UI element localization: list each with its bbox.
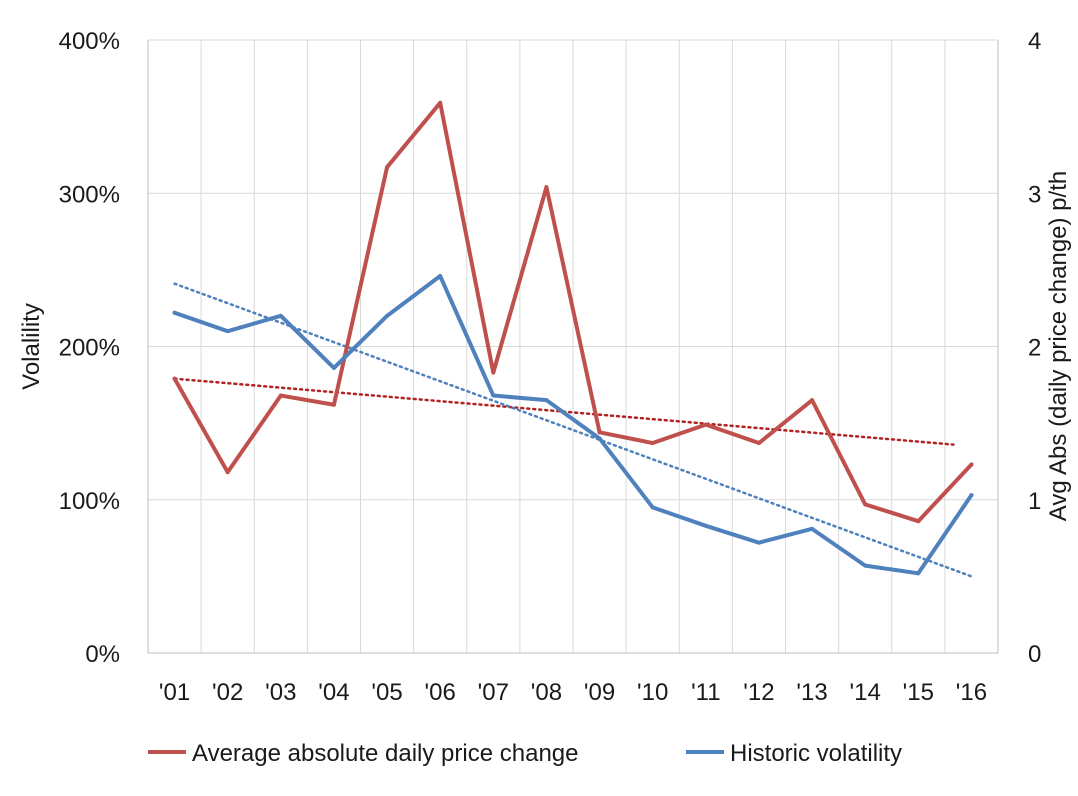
data-point [863, 563, 868, 568]
data-point [385, 165, 390, 170]
right-tick-label: 2 [1028, 335, 1041, 362]
series-line-1 [172, 274, 974, 576]
axes [147, 40, 999, 654]
x-tick-label: '04 [318, 679, 349, 706]
left-tick-label: 200% [59, 335, 120, 362]
data-point [969, 462, 974, 467]
data-point [225, 470, 230, 475]
data-point [756, 441, 761, 446]
left-tick-label: 300% [59, 181, 120, 208]
x-tick-label: '05 [371, 679, 402, 706]
right-axis-title: Avg Abs (daily price change) p/th [1045, 171, 1072, 521]
x-tick-label: '16 [956, 679, 987, 706]
data-point [172, 376, 177, 381]
x-tick-label: '15 [903, 679, 934, 706]
data-point [597, 430, 602, 435]
data-point [172, 310, 177, 315]
axis-labels: 0% 0 100% 1 200% 2 300% 3 400% 4 '01 '02 '03 '04 '05 '0… [18, 28, 1072, 706]
data-point [703, 422, 708, 427]
right-tick-label: 3 [1028, 181, 1041, 208]
x-tick-label: '02 [212, 679, 243, 706]
left-tick-label: 100% [59, 488, 120, 515]
x-tick-label: '14 [850, 679, 881, 706]
data-point [491, 370, 496, 375]
data-point [703, 523, 708, 528]
x-tick-label: '07 [478, 679, 509, 706]
data-point [225, 329, 230, 334]
left-tick-label: 0% [85, 641, 120, 668]
series-lines [172, 100, 974, 576]
data-point [544, 185, 549, 190]
trendline-1 [173, 282, 973, 578]
data-point [916, 519, 921, 524]
x-tick-label: '12 [743, 679, 774, 706]
x-tick-label: '03 [265, 679, 296, 706]
x-tick-label: '06 [425, 679, 456, 706]
legend-label: Historic volatility [730, 740, 902, 767]
x-tick-label: '10 [637, 679, 668, 706]
data-point [969, 493, 974, 498]
data-point [544, 398, 549, 403]
x-tick-label: '09 [584, 679, 615, 706]
data-point [810, 398, 815, 403]
legend-label: Average absolute daily price change [192, 740, 578, 767]
data-point [597, 436, 602, 441]
data-point [438, 274, 443, 279]
legend: Average absolute daily price change Histo… [148, 740, 902, 767]
data-point [491, 393, 496, 398]
data-point [438, 100, 443, 105]
data-point [278, 313, 283, 318]
right-tick-label: 0 [1028, 641, 1041, 668]
x-tick-label: '08 [531, 679, 562, 706]
data-point [331, 402, 336, 407]
x-tick-label: '01 [159, 679, 190, 706]
right-tick-label: 1 [1028, 488, 1041, 515]
data-point [810, 526, 815, 531]
x-tick-label: '11 [691, 679, 721, 706]
data-point [756, 540, 761, 545]
series-line-0 [172, 100, 974, 524]
data-point [916, 571, 921, 576]
x-tick-label: '13 [796, 679, 827, 706]
right-tick-label: 4 [1028, 28, 1041, 55]
left-axis-title: Volalility [18, 303, 45, 390]
left-tick-label: 400% [59, 28, 120, 55]
data-point [331, 365, 336, 370]
data-point [650, 505, 655, 510]
gridlines [148, 39, 998, 654]
data-point [385, 313, 390, 318]
data-point [278, 393, 283, 398]
data-point [650, 441, 655, 446]
data-point [863, 502, 868, 507]
